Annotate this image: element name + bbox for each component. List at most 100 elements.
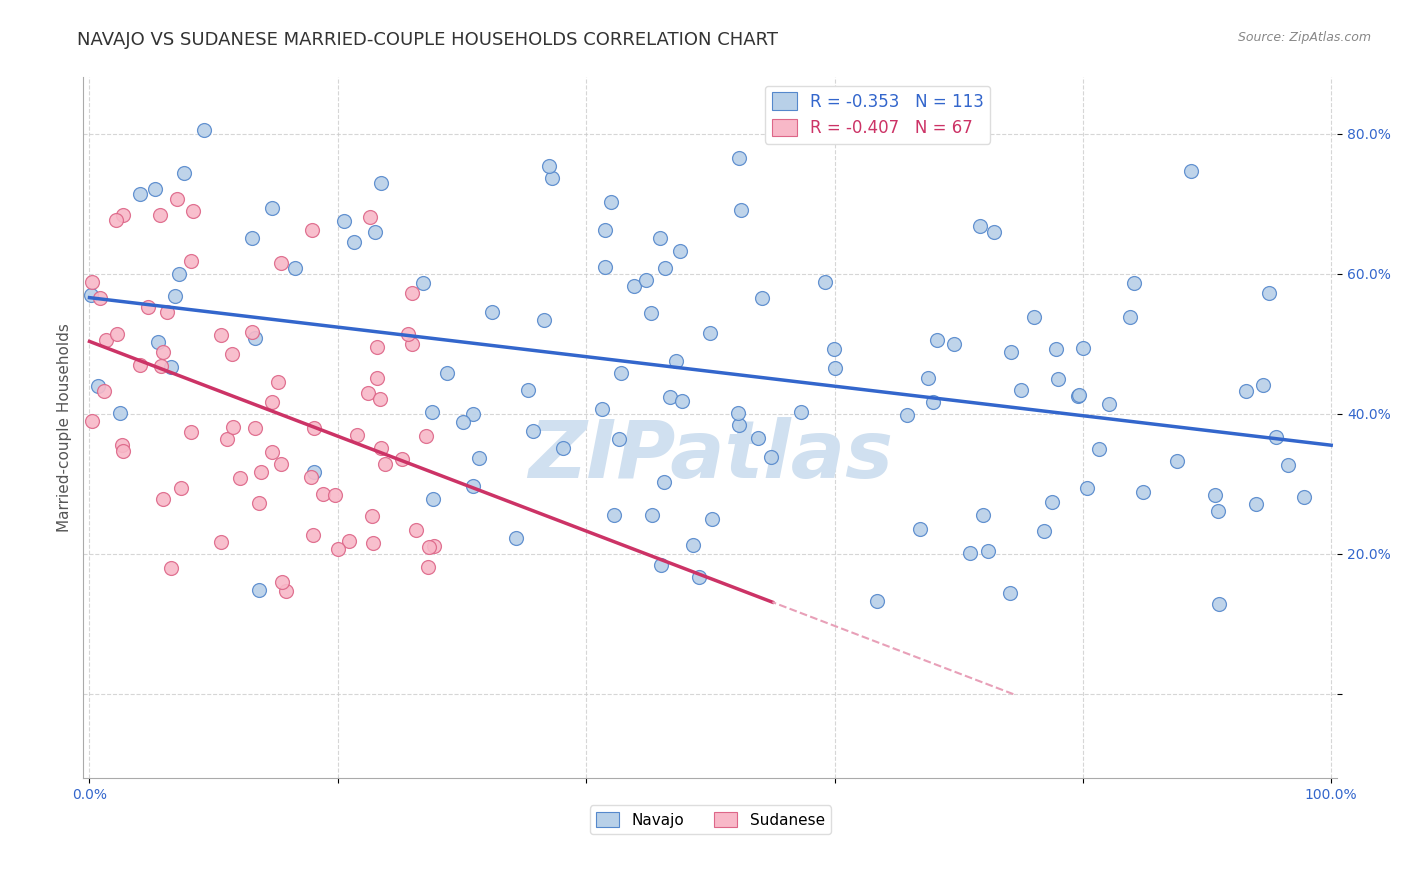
Point [1166,453,1188,467]
Point [301,528,323,542]
Point [1098,397,1121,411]
Text: Source: ZipAtlas.com: Source: ZipAtlas.com [1237,31,1371,45]
Point [522,425,544,439]
Point [343,235,366,249]
Point [215,432,238,446]
Point [641,508,664,523]
Point [959,546,981,560]
Point [1067,389,1090,403]
Point [165,289,187,303]
Point [229,471,252,485]
Point [451,415,474,429]
Point [323,488,346,502]
Point [1076,481,1098,495]
Point [366,371,388,385]
Point [607,432,630,446]
Point [422,491,444,506]
Point [173,166,195,180]
Point [1045,342,1067,356]
Point [221,347,243,361]
Point [148,334,170,349]
Point [1119,310,1142,324]
Point [346,428,368,442]
Point [267,376,290,390]
Point [145,182,167,196]
Point [922,395,945,409]
Point [105,327,128,342]
Text: ZIPatlas: ZIPatlas [527,417,893,495]
Point [1040,495,1063,509]
Point [917,371,939,385]
Point [415,428,437,442]
Point [149,208,172,222]
Point [516,384,538,398]
Point [481,304,503,318]
Point [337,534,360,549]
Point [276,583,298,598]
Point [1010,384,1032,398]
Point [152,345,174,359]
Point [654,475,676,489]
Point [370,441,392,455]
Point [181,203,204,218]
Point [730,202,752,217]
Point [665,354,688,368]
Point [416,559,439,574]
Point [1244,497,1267,511]
Point [972,508,994,523]
Point [364,225,387,239]
Point [260,395,283,409]
Point [405,523,427,537]
Point [593,260,616,275]
Point [1067,387,1090,401]
Point [333,213,356,227]
Point [247,496,270,510]
Point [751,292,773,306]
Point [1277,458,1299,472]
Point [260,445,283,459]
Point [1032,524,1054,538]
Point [328,541,350,556]
Point [366,340,388,354]
Point [420,404,443,418]
Point [894,91,917,105]
Point [1000,345,1022,359]
Point [250,465,273,479]
Point [824,361,846,376]
Point [136,301,159,315]
Point [823,342,845,356]
Point [969,219,991,233]
Point [111,437,134,451]
Point [600,195,623,210]
Point [94,333,117,347]
Point [699,326,721,340]
Point [209,535,232,549]
Point [245,421,267,435]
Point [927,333,949,347]
Point [1123,276,1146,290]
Point [648,231,671,245]
Point [1208,597,1230,611]
Point [270,457,292,471]
Point [789,405,811,419]
Point [671,393,693,408]
Point [1022,310,1045,324]
Point [436,366,458,380]
Point [942,337,965,351]
Point [180,425,202,439]
Point [908,522,931,536]
Point [1234,384,1257,399]
Point [1208,503,1230,517]
Point [551,441,574,455]
Point [654,261,676,276]
Point [623,278,645,293]
Point [866,593,889,607]
Point [591,401,613,416]
Point [1180,164,1202,178]
Point [505,531,527,545]
Point [728,152,751,166]
Point [727,417,749,432]
Point [688,570,710,584]
Point [271,574,294,589]
Point [1251,378,1274,392]
